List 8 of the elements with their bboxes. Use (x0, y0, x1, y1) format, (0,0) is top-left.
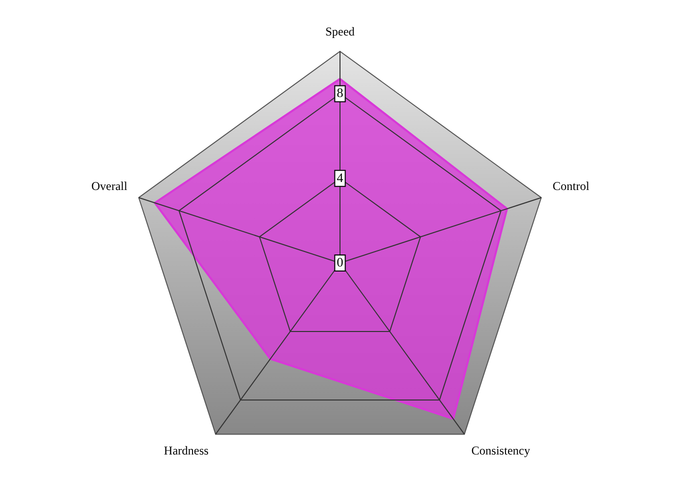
spoke-label: Overall (91, 178, 128, 193)
y-tick-label: 8 (336, 85, 344, 100)
y-tick-label: 0 (336, 254, 344, 270)
spoke-label: Control (552, 178, 590, 193)
spoke-label: Hardness (164, 443, 209, 458)
spoke-label: Speed (325, 24, 355, 38)
y-tick-label: 4 (336, 170, 344, 185)
spoke-label: Consistency (471, 443, 530, 458)
